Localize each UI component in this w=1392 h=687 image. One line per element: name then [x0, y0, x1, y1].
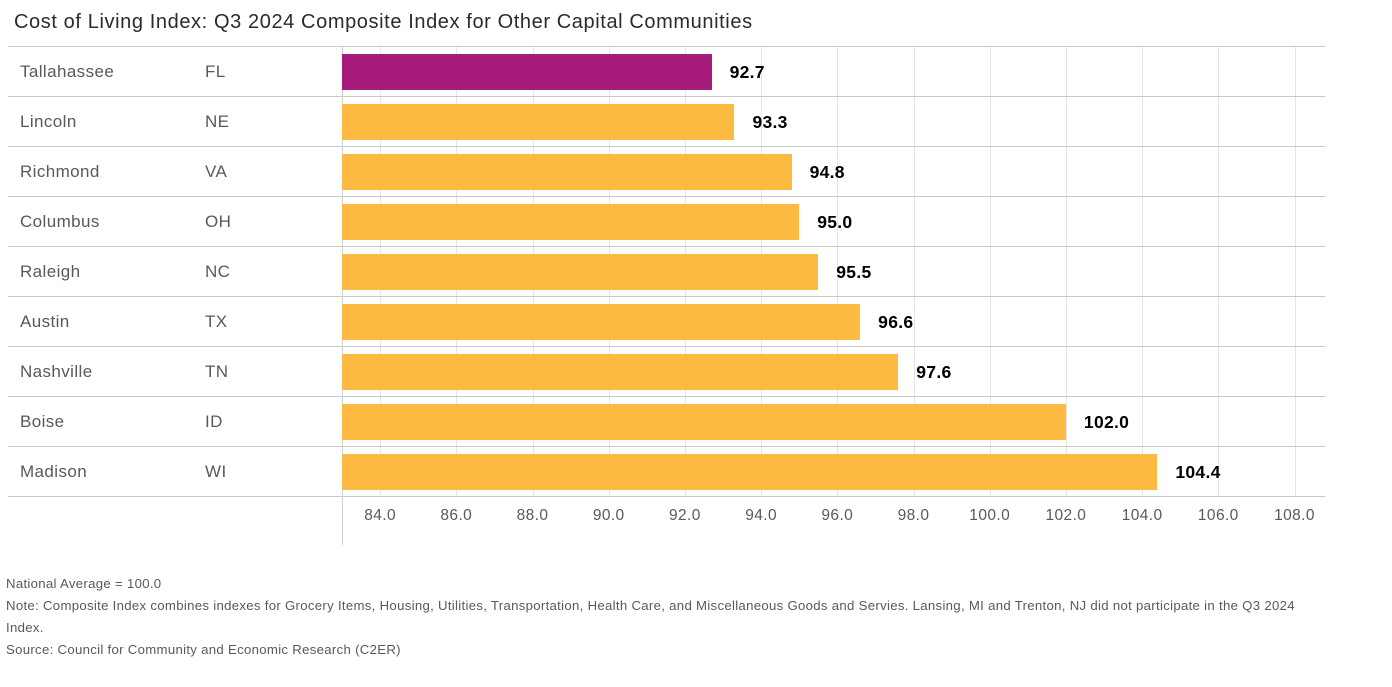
- row-plot: 94.8: [342, 147, 1325, 196]
- row-plot: 93.3: [342, 97, 1325, 146]
- chart-rows: Tallahassee FL 92.7 Lincoln NE 93.3 Richmond VA…: [8, 47, 1325, 497]
- bar: [342, 104, 735, 140]
- x-axis-tick-label: 86.0: [440, 507, 473, 524]
- footnotes: National Average = 100.0 Note: Composite…: [6, 573, 1392, 661]
- x-axis: 84.0 86.0 88.0 90.0 92.0 94.0 96.0 98.0 100.0 102…: [342, 497, 1325, 543]
- row-plot: 104.4: [342, 447, 1325, 496]
- row-plot: 96.6: [342, 297, 1325, 346]
- x-axis-tick-label: 94.0: [745, 507, 777, 524]
- chart-row: Lincoln NE 93.3: [8, 97, 1325, 147]
- x-axis-tick-label: 108.0: [1274, 507, 1315, 524]
- state-label: NC: [205, 261, 231, 281]
- row-label: Columbus OH: [8, 197, 342, 246]
- row-label: Austin TX: [8, 297, 342, 346]
- chart-row: Nashville TN 97.6: [8, 347, 1325, 397]
- x-axis-tick-label: 100.0: [969, 507, 1011, 524]
- x-axis-tick-label: 92.0: [669, 507, 701, 524]
- source-note: Source: Council for Community and Econom…: [6, 642, 401, 657]
- x-axis-tick-label: 98.0: [897, 507, 930, 524]
- row-label: Tallahassee FL: [8, 47, 342, 96]
- row-plot: 95.5: [342, 247, 1325, 296]
- chart-row: Madison WI 104.4: [8, 447, 1325, 497]
- bar: [342, 304, 861, 340]
- bar: [342, 154, 792, 190]
- city-label: Boise: [20, 411, 65, 431]
- composite-index-note: Note: Composite Index combines indexes f…: [6, 598, 1295, 635]
- state-label: TX: [205, 311, 228, 331]
- bar: [342, 454, 1158, 490]
- value-label: 95.5: [836, 261, 872, 282]
- city-label: Austin: [20, 311, 70, 331]
- state-label: TN: [205, 361, 229, 381]
- state-label: OH: [205, 211, 232, 231]
- bar: [342, 254, 819, 290]
- city-label: Lincoln: [20, 111, 77, 131]
- row-plot: 102.0: [342, 397, 1325, 446]
- x-axis-tick-label: 96.0: [821, 507, 854, 524]
- chart-row: Richmond VA 94.8: [8, 147, 1325, 197]
- x-axis-tick-label: 104.0: [1121, 507, 1163, 524]
- state-label: NE: [205, 111, 230, 131]
- bar: [342, 354, 899, 390]
- x-axis-tick-label: 90.0: [592, 507, 625, 524]
- row-plot: 95.0: [342, 197, 1325, 246]
- value-label: 104.4: [1175, 461, 1221, 482]
- value-label: 93.3: [752, 111, 788, 132]
- value-label: 97.6: [916, 361, 952, 382]
- row-label: Boise ID: [8, 397, 342, 446]
- bar-chart: Tallahassee FL 92.7 Lincoln NE 93.3 Richmond VA…: [8, 46, 1325, 545]
- bar: [342, 54, 712, 90]
- value-label: 102.0: [1083, 411, 1130, 432]
- row-label: Nashville TN: [8, 347, 342, 396]
- city-label: Columbus: [20, 211, 100, 231]
- value-label: 96.6: [878, 311, 914, 332]
- bar: [342, 204, 800, 240]
- state-label: ID: [205, 411, 223, 431]
- x-axis-tick-label: 102.0: [1045, 507, 1087, 524]
- chart-row: Tallahassee FL 92.7: [8, 47, 1325, 97]
- chart-row: Boise ID 102.0: [8, 397, 1325, 447]
- city-label: Nashville: [20, 361, 93, 381]
- x-axis-tick-label: 84.0: [364, 507, 396, 524]
- x-axis-tick-label: 106.0: [1197, 507, 1239, 524]
- value-label: 95.0: [817, 211, 853, 232]
- chart-title: Cost of Living Index: Q3 2024 Composite …: [14, 11, 753, 33]
- city-label: Tallahassee: [20, 61, 115, 81]
- state-label: VA: [205, 161, 228, 181]
- bar: [342, 404, 1066, 440]
- value-label: 94.8: [809, 161, 845, 182]
- value-label: 92.7: [729, 61, 765, 82]
- chart-row: Columbus OH 95.0: [8, 197, 1325, 247]
- city-label: Richmond: [20, 161, 100, 181]
- state-label: FL: [205, 61, 226, 81]
- national-average-note: National Average = 100.0: [6, 576, 162, 591]
- city-label: Raleigh: [20, 261, 81, 281]
- row-plot: 92.7: [342, 47, 1325, 96]
- row-label: Raleigh NC: [8, 247, 342, 296]
- row-label: Lincoln NE: [8, 97, 342, 146]
- chart-plot-area: Tallahassee FL 92.7 Lincoln NE 93.3 Richmond VA…: [8, 46, 1325, 545]
- row-label: Madison WI: [8, 447, 342, 496]
- state-label: WI: [205, 461, 227, 481]
- city-label: Madison: [20, 461, 88, 481]
- chart-row: Raleigh NC 95.5: [8, 247, 1325, 297]
- x-axis-tick-label: 88.0: [516, 507, 549, 524]
- row-plot: 97.6: [342, 347, 1325, 396]
- chart-row: Austin TX 96.6: [8, 297, 1325, 347]
- row-label: Richmond VA: [8, 147, 342, 196]
